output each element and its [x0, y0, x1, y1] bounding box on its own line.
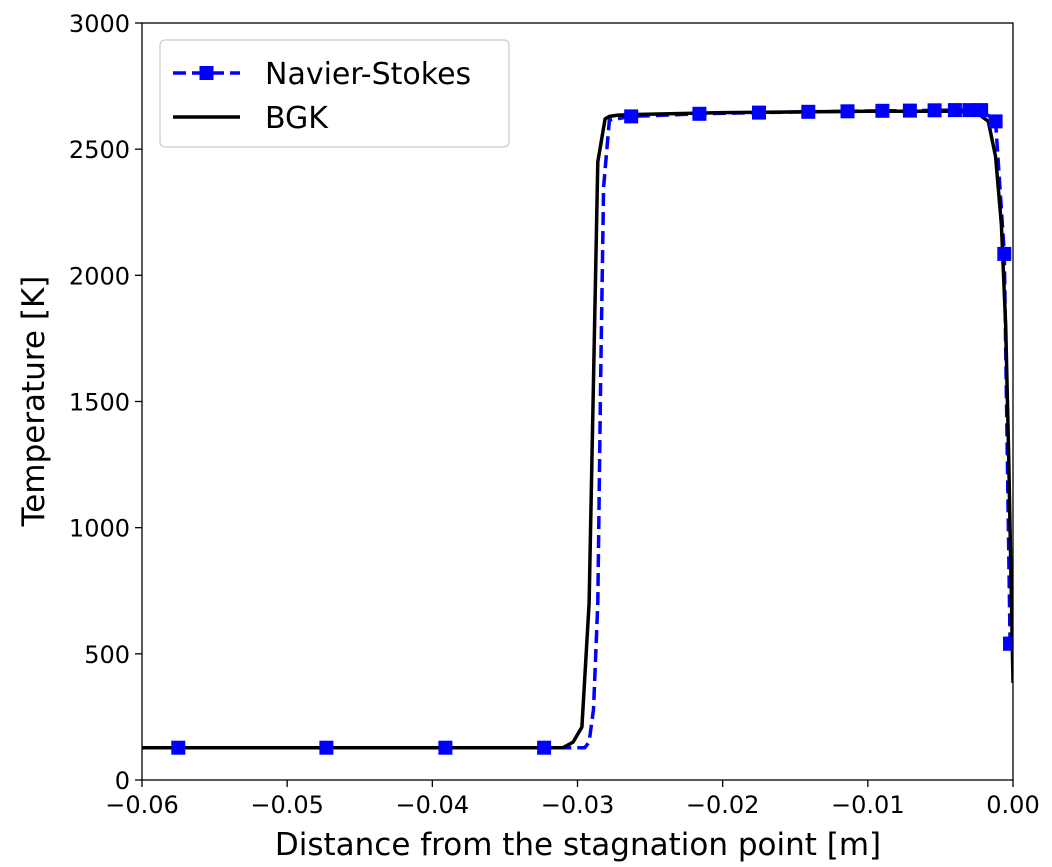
y-tick-label: 2000 [69, 262, 130, 290]
data-point-marker [1003, 636, 1013, 651]
plot-area [141, 22, 1014, 781]
data-point-marker [974, 103, 989, 118]
data-point-marker [692, 106, 707, 121]
y-tick-label: 0 [115, 767, 130, 795]
data-point-marker [840, 104, 855, 119]
x-tick-label: −0.05 [250, 791, 324, 819]
data-point-marker [537, 740, 552, 755]
data-point-marker [962, 103, 977, 118]
y-tick-label: 500 [84, 641, 130, 669]
legend-box [159, 39, 510, 148]
data-point-marker [988, 114, 1003, 129]
data-point-marker [801, 104, 816, 119]
data-point-marker [997, 246, 1012, 261]
data-point-marker [902, 103, 917, 118]
data-point-marker [947, 103, 962, 118]
series-line-bgk [142, 109, 1013, 750]
x-tick-label: 0.00 [986, 791, 1039, 819]
x-tick-label: −0.06 [105, 791, 179, 819]
x-axis: −0.06 −0.05 −0.04 −0.03 −0.02 −0.01 0.00 [105, 780, 1040, 819]
y-tick-label: 3000 [69, 10, 130, 38]
data-point-marker [875, 103, 890, 118]
y-tick-label: 1500 [69, 389, 130, 417]
x-tick-label: −0.01 [831, 791, 905, 819]
legend-label: Navier-Stokes [265, 57, 471, 92]
x-tick-label: −0.02 [686, 791, 760, 819]
data-point-marker [927, 103, 942, 118]
data-point-marker [171, 740, 186, 755]
y-tick-label: 2500 [69, 136, 130, 164]
legend-swatch-marker [199, 66, 214, 80]
legend: Navier-Stokes BGK [159, 39, 510, 148]
data-point-marker [624, 109, 639, 124]
y-axis-label: Temperature [K] [16, 276, 52, 528]
legend-label: BGK [265, 101, 329, 136]
data-point-marker [319, 740, 334, 755]
data-point-marker [438, 740, 453, 755]
x-axis-label: Distance from the stagnation point [m] [275, 827, 881, 863]
data-point-marker [752, 105, 766, 120]
y-tick-label: 1000 [69, 515, 130, 543]
x-tick-label: −0.03 [541, 791, 615, 819]
x-tick-label: −0.04 [396, 791, 470, 819]
y-axis: 0 500 1000 1500 2000 2500 3000 [69, 10, 142, 795]
